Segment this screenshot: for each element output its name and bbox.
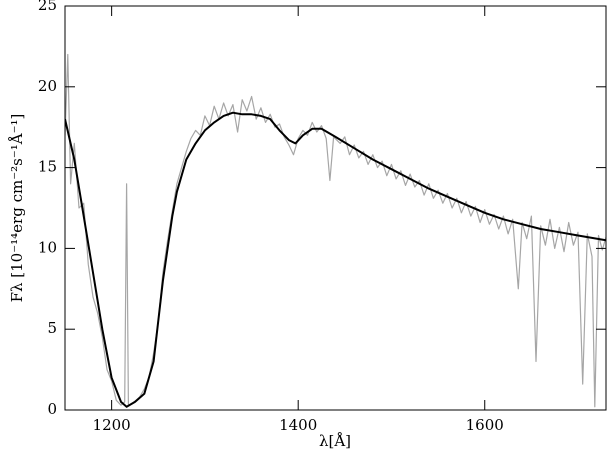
x-axis-label: λ[Å] (319, 432, 351, 450)
spectrum-line (65, 111, 606, 408)
y-axis-label: Fλ [10⁻¹⁴erg cm⁻²s⁻¹Å⁻¹] (8, 114, 26, 303)
x-tick-label: 1600 (466, 416, 504, 434)
spectrum-line (65, 53, 606, 408)
y-tick-label: 10 (38, 238, 57, 256)
x-tick-label: 1400 (279, 416, 317, 434)
y-tick-label: 0 (47, 400, 57, 418)
y-tick-label: 25 (38, 0, 57, 14)
y-tick-label: 20 (38, 77, 57, 95)
plot-frame (64, 5, 607, 411)
y-tick-label: 5 (47, 319, 57, 337)
x-tick-label: 1200 (93, 416, 131, 434)
y-tick-label: 15 (38, 158, 57, 176)
